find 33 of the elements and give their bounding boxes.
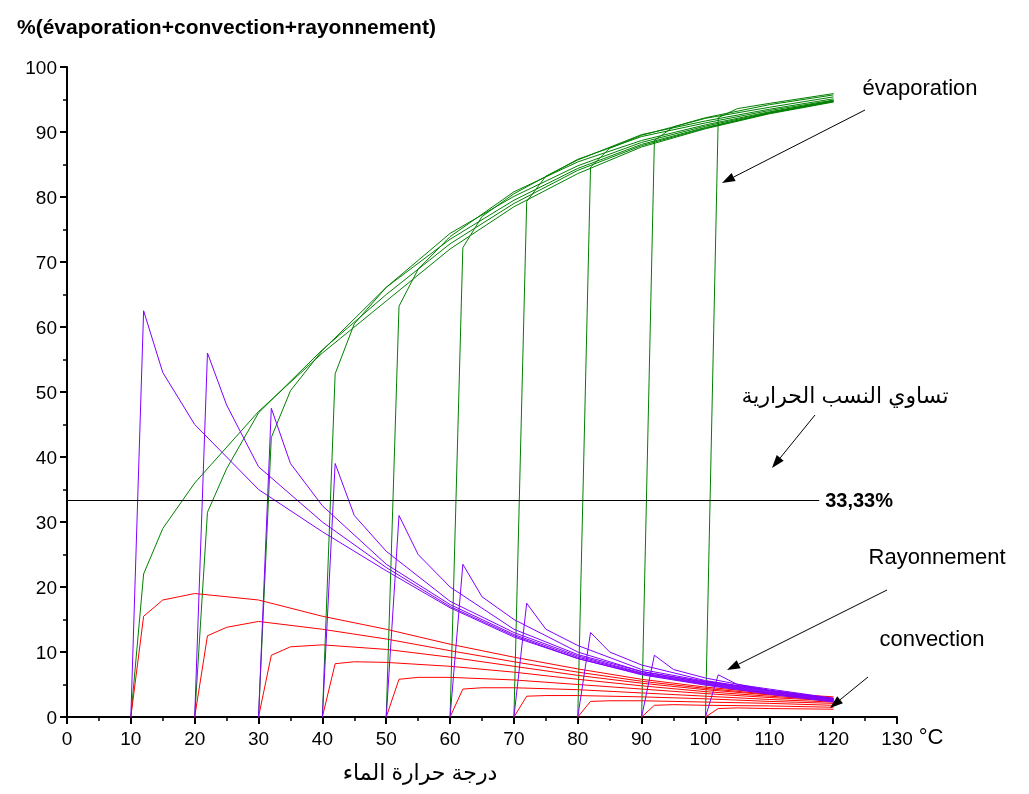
x-tick-label: 70 (503, 728, 525, 749)
x-tick-label: 100 (689, 728, 722, 749)
y-axis-title: %(évaporation+convection+rayonnement) (17, 15, 436, 38)
y-tick-label: 10 (35, 641, 57, 663)
x-tick-label: 130 (881, 728, 913, 749)
annotation: تساوي النسب الحرارية (741, 382, 949, 408)
y-tick-label: 70 (35, 251, 57, 273)
annotation: Rayonnement (868, 543, 1006, 569)
y-tick-label: 20 (35, 576, 57, 598)
y-tick-label: 0 (46, 706, 57, 728)
x-tick-label: 80 (567, 728, 589, 749)
y-tick-label: 30 (35, 511, 57, 533)
text: درجة حرارة الماء (342, 759, 498, 785)
annotation: convection (879, 625, 985, 651)
x-axis-title: °C (918, 723, 944, 749)
y-tick-label: 50 (35, 381, 57, 403)
x-tick-label: 60 (439, 728, 461, 749)
x-tick-label: 120 (817, 728, 850, 749)
x-tick-label: 50 (375, 728, 397, 749)
y-tick-label: 60 (35, 316, 57, 338)
x-tick-label: 30 (247, 728, 270, 749)
x-tick-label: 10 (120, 728, 142, 749)
ref-line-label: 33,33% (825, 489, 894, 512)
y-tick-label: 90 (35, 121, 57, 143)
y-tick-label: 100 (25, 56, 57, 78)
x-tick-label: 90 (631, 728, 653, 749)
x-tick-label: 40 (311, 728, 333, 749)
x-tick-label: 20 (184, 728, 206, 749)
y-tick-label: 40 (35, 446, 57, 468)
x-tick-label: 0 (61, 728, 73, 749)
annotation: évaporation (862, 74, 978, 100)
y-tick-label: 80 (35, 186, 57, 208)
x-tick-label: 110 (754, 728, 785, 749)
